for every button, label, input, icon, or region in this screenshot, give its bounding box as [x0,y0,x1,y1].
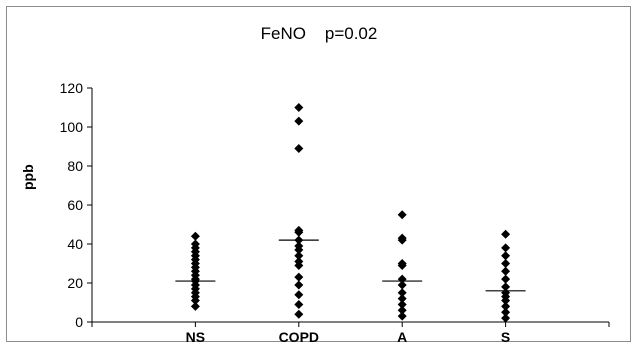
data-point [397,299,407,309]
data-point [294,251,304,261]
data-point [501,301,511,311]
data-point [294,225,304,235]
chart-title: FeNO p=0.02 [260,24,378,43]
y-tick-label: 0 [75,314,83,330]
data-point [501,282,511,292]
data-point [397,280,407,290]
data-point [294,143,304,153]
data-point [397,274,407,284]
data-point [294,241,304,251]
data-point [294,290,304,300]
y-tick-label: 20 [67,275,83,291]
y-tick-label: 40 [67,236,83,252]
data-point [501,313,511,323]
data-point [501,229,511,239]
y-tick-label: 60 [67,197,83,213]
data-point [294,116,304,126]
data-point [190,239,200,249]
x-category-label: COPD [279,329,319,345]
data-point [294,257,304,267]
data-point [397,233,407,243]
y-tick-label: 100 [60,119,84,135]
data-point [397,305,407,315]
chart-frame [6,6,631,342]
data-point [294,309,304,319]
data-point [501,307,511,317]
data-point [397,294,407,304]
data-point [294,272,304,282]
data-point [397,288,407,298]
y-tick-label: 120 [60,80,84,96]
data-point [397,259,407,268]
data-point [501,251,511,261]
y-tick-label: 80 [67,158,83,174]
data-point [294,280,304,290]
data-point [190,231,200,241]
data-point [397,311,407,321]
data-point [501,259,511,268]
data-point [501,266,511,276]
x-category-label: A [397,329,407,345]
data-point [501,274,511,284]
data-point [190,301,200,311]
data-point [294,299,304,309]
x-category-label: S [501,329,510,345]
data-point [501,243,511,253]
x-category-label: NS [186,329,205,345]
data-point [397,210,407,220]
data-point [294,103,304,112]
